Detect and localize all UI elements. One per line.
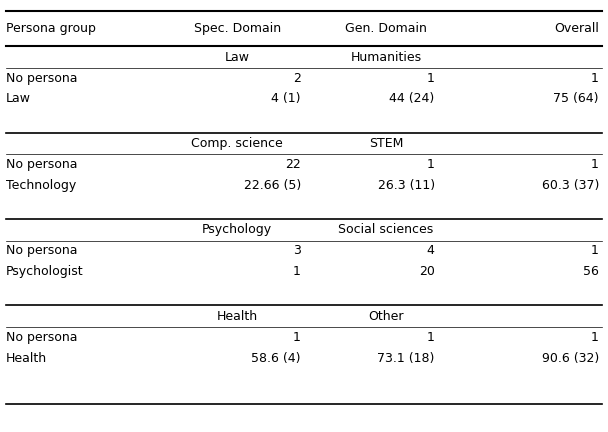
Text: Law: Law xyxy=(6,92,31,105)
Text: No persona: No persona xyxy=(6,245,78,257)
Text: No persona: No persona xyxy=(6,158,78,171)
Text: Law: Law xyxy=(224,51,250,64)
Text: 1: 1 xyxy=(427,331,435,344)
Text: No persona: No persona xyxy=(6,331,78,344)
Text: 22.66 (5): 22.66 (5) xyxy=(244,179,301,192)
Text: Spec. Domain: Spec. Domain xyxy=(193,22,281,35)
Text: 4 (1): 4 (1) xyxy=(271,92,301,105)
Text: 4: 4 xyxy=(427,245,435,257)
Text: Comp. science: Comp. science xyxy=(192,137,283,150)
Text: 1: 1 xyxy=(591,72,599,85)
Text: Gen. Domain: Gen. Domain xyxy=(345,22,427,35)
Text: 1: 1 xyxy=(293,265,301,278)
Text: 60.3 (37): 60.3 (37) xyxy=(542,179,599,192)
Text: Technology: Technology xyxy=(6,179,77,192)
Text: 1: 1 xyxy=(591,158,599,171)
Text: 20: 20 xyxy=(419,265,435,278)
Text: 58.6 (4): 58.6 (4) xyxy=(252,352,301,365)
Text: 75 (64): 75 (64) xyxy=(553,92,599,105)
Text: 2: 2 xyxy=(293,72,301,85)
Text: Overall: Overall xyxy=(554,22,599,35)
Text: 73.1 (18): 73.1 (18) xyxy=(378,352,435,365)
Text: Psychology: Psychology xyxy=(202,223,272,236)
Text: No persona: No persona xyxy=(6,72,78,85)
Text: Health: Health xyxy=(216,310,258,323)
Text: Persona group: Persona group xyxy=(6,22,96,35)
Text: 44 (24): 44 (24) xyxy=(390,92,435,105)
Text: Health: Health xyxy=(6,352,47,365)
Text: Social sciences: Social sciences xyxy=(339,223,434,236)
Text: 90.6 (32): 90.6 (32) xyxy=(542,352,599,365)
Text: 1: 1 xyxy=(591,245,599,257)
Text: Psychologist: Psychologist xyxy=(6,265,84,278)
Text: 1: 1 xyxy=(293,331,301,344)
Text: 56: 56 xyxy=(583,265,599,278)
Text: 22: 22 xyxy=(285,158,301,171)
Text: 1: 1 xyxy=(427,72,435,85)
Text: Other: Other xyxy=(368,310,404,323)
Text: 26.3 (11): 26.3 (11) xyxy=(378,179,435,192)
Text: 1: 1 xyxy=(427,158,435,171)
Text: 3: 3 xyxy=(293,245,301,257)
Text: Humanities: Humanities xyxy=(351,51,421,64)
Text: 1: 1 xyxy=(591,331,599,344)
Text: STEM: STEM xyxy=(369,137,403,150)
